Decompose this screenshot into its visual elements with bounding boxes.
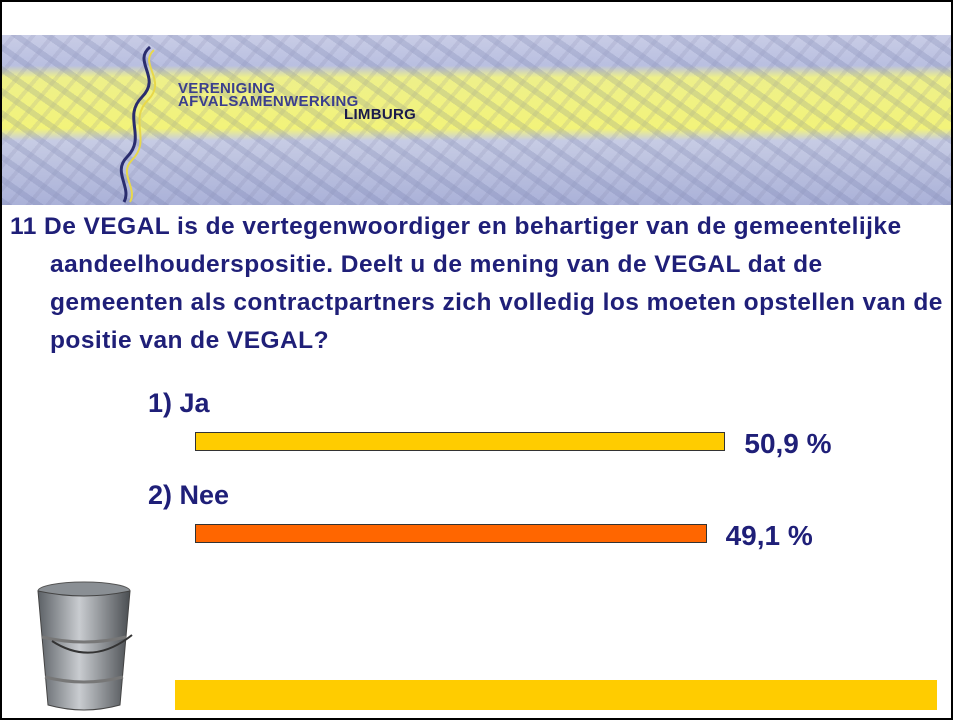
bar (195, 524, 707, 543)
slide: VERENIGING AFVALSAMENWERKING LIMBURG 11 … (0, 0, 953, 720)
logo-line: AFVALSAMENWERKING (178, 95, 359, 109)
bucket-icon (32, 577, 142, 715)
logo-line: LIMBURG (344, 108, 416, 122)
value-label: 50,9 % (744, 428, 831, 460)
bar (195, 432, 725, 451)
category-label: 1) Ja (148, 388, 210, 419)
category-label: 2) Nee (148, 480, 229, 511)
value-label: 49,1 % (726, 520, 813, 552)
footer-strip (175, 680, 937, 710)
question-title: 11 De VEGAL is de vertegenwoordiger en b… (10, 208, 948, 360)
logo-river (102, 42, 182, 207)
